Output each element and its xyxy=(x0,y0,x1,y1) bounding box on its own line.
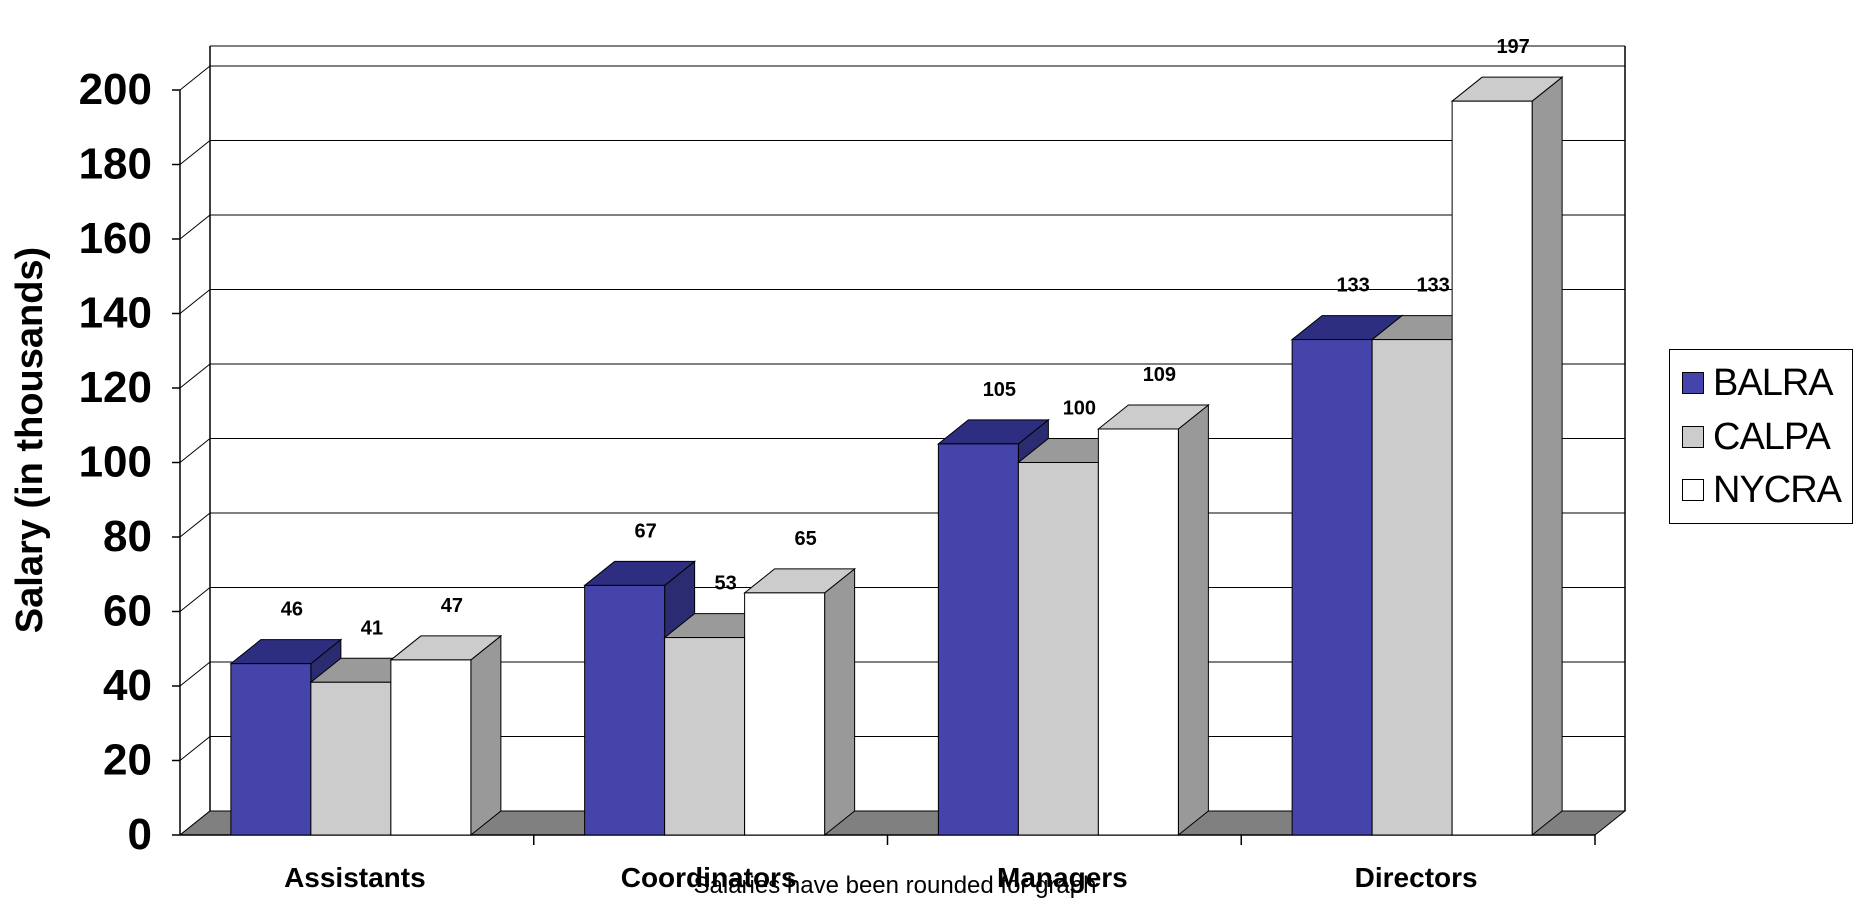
y-tick-label: 60 xyxy=(103,587,152,636)
y-tick-label: 140 xyxy=(79,289,152,338)
legend-label: BALRA xyxy=(1713,361,1834,404)
y-tick-label: 160 xyxy=(79,214,152,263)
chart-axes xyxy=(172,45,1627,845)
legend-label: CALPA xyxy=(1713,415,1831,458)
x-tick-label: Directors xyxy=(1355,862,1478,893)
bar xyxy=(310,681,392,836)
legend-swatch-balra xyxy=(1682,372,1704,394)
y-tick-label: 40 xyxy=(103,661,152,710)
data-label: 133 xyxy=(1416,275,1449,297)
legend-label: NYCRA xyxy=(1713,468,1842,511)
legend-item-calpa: CALPA xyxy=(1682,415,1831,458)
legend-item-balra: BALRA xyxy=(1682,361,1834,404)
chart-bars xyxy=(229,76,1564,837)
bar xyxy=(1451,100,1533,836)
y-tick-label: 0 xyxy=(128,810,152,859)
y-axis-label: Salary (in thousands) xyxy=(9,247,51,633)
bar xyxy=(744,592,826,836)
gridline-diagonal xyxy=(179,587,211,612)
bar xyxy=(390,659,472,836)
bar xyxy=(664,637,746,836)
y-tick-label: 200 xyxy=(79,65,152,114)
bar xyxy=(1017,462,1099,836)
data-label: 65 xyxy=(795,528,817,550)
bar xyxy=(1291,339,1373,836)
data-label: 133 xyxy=(1336,275,1369,297)
y-tick-label: 20 xyxy=(103,736,152,785)
gridline-diagonal xyxy=(179,736,211,761)
bar xyxy=(230,663,312,836)
data-label: 197 xyxy=(1496,36,1529,58)
legend-item-nycra: NYCRA xyxy=(1682,468,1842,511)
bar-side xyxy=(470,634,502,837)
data-label: 67 xyxy=(635,520,657,542)
gridline-diagonal xyxy=(179,214,211,240)
gridline-diagonal xyxy=(179,438,211,463)
gridline-diagonal xyxy=(179,140,211,165)
y-tick-label: 180 xyxy=(79,140,152,189)
data-label: 109 xyxy=(1143,364,1176,386)
x-tick-label: Assistants xyxy=(284,862,426,893)
bar xyxy=(1371,339,1453,836)
bar xyxy=(1097,428,1179,836)
bar-side xyxy=(824,567,856,837)
gridline-diagonal xyxy=(179,289,211,314)
y-tick-label: 120 xyxy=(79,363,152,412)
legend-swatch-nycra xyxy=(1682,479,1704,501)
data-label: 105 xyxy=(983,379,1016,401)
x-tick-label: Managers xyxy=(997,862,1128,893)
gridline-diagonal xyxy=(179,65,211,91)
chart-legend: BALRA CALPA NYCRA xyxy=(1669,349,1853,524)
bar xyxy=(584,584,666,836)
x-tick-label: Coordinators xyxy=(621,862,797,893)
data-label: 100 xyxy=(1063,398,1096,420)
bar-side xyxy=(1177,403,1209,837)
y-tick-label: 100 xyxy=(79,438,152,487)
data-label: 46 xyxy=(281,599,303,621)
gridline-diagonal xyxy=(179,512,211,538)
x-axis-note: Salaries have been rounded for graph xyxy=(694,872,1097,899)
data-label: 41 xyxy=(361,617,383,639)
bar-side xyxy=(1531,76,1563,837)
legend-swatch-calpa xyxy=(1682,426,1704,448)
bar xyxy=(937,443,1019,836)
gridline-diagonal xyxy=(179,363,211,389)
gridline-diagonal xyxy=(179,661,211,687)
data-label: 53 xyxy=(715,573,737,595)
chart-labels: 0 20 40 60 80 100 120 140 160 180 200 46 41 47 Assista… xyxy=(79,36,1530,893)
y-tick-label: 80 xyxy=(103,512,152,561)
data-label: 47 xyxy=(441,595,463,617)
